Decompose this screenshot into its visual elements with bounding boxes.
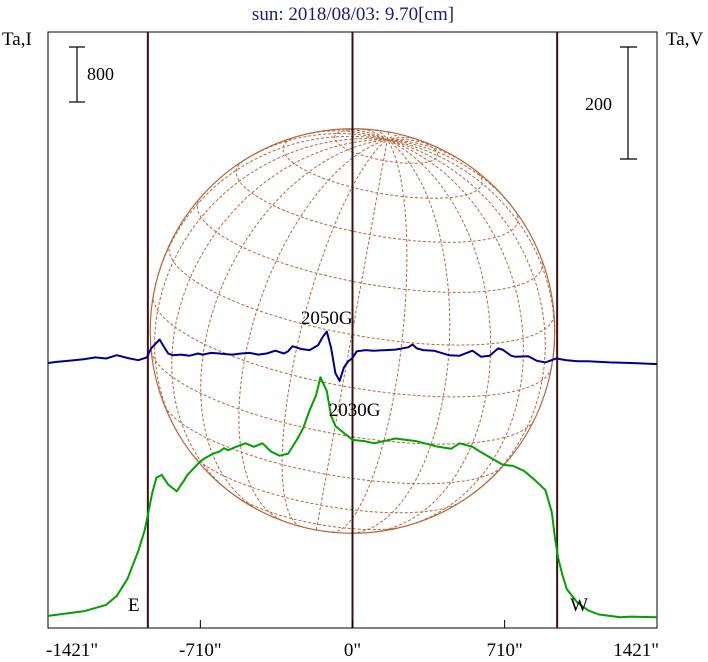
right-axis-label: Ta,V	[666, 29, 703, 50]
limb-label: W	[570, 595, 588, 616]
longitude-line	[315, 139, 388, 530]
annotations: 2050G 2030G E W	[128, 308, 588, 616]
longitude-line	[200, 139, 388, 512]
field-annotation: 2050G	[301, 308, 353, 329]
longitude-line	[337, 128, 388, 141]
scale-bar-left	[69, 46, 85, 103]
longitude-line	[375, 139, 492, 533]
left-axis-label: Ta,I	[2, 29, 32, 50]
field-annotation: 2030G	[329, 400, 381, 421]
x-tick-label: 1421"	[613, 640, 659, 661]
longitude-line	[238, 139, 388, 521]
latitude-line	[168, 243, 555, 346]
longitude-line	[352, 139, 451, 534]
x-tick-label: -710"	[179, 640, 222, 661]
longitude-line	[387, 138, 439, 149]
chart-title: sun: 2018/08/03: 9.70[cm]	[252, 4, 454, 25]
solar-disk-grid	[149, 128, 556, 534]
x-axis-ticks: -1421" -710" 0" 710" 1421"	[46, 620, 659, 661]
limb-label: E	[128, 595, 140, 616]
longitude-line	[307, 130, 388, 141]
longitude-line	[387, 139, 546, 490]
x-tick-label: 0"	[344, 640, 361, 661]
x-tick-label: -1421"	[46, 640, 98, 661]
scale-bar-right	[620, 46, 637, 160]
scale-bar-right-label: 200	[585, 94, 612, 114]
scale-bar-left-label: 800	[87, 64, 114, 84]
limb-marker-lines	[146, 32, 559, 628]
data-series	[48, 330, 657, 619]
polarization-curve	[48, 330, 657, 382]
intensity-curve	[48, 376, 657, 619]
x-tick-label: 710"	[487, 640, 523, 661]
longitude-line	[387, 139, 465, 163]
longitude-line	[154, 138, 388, 436]
